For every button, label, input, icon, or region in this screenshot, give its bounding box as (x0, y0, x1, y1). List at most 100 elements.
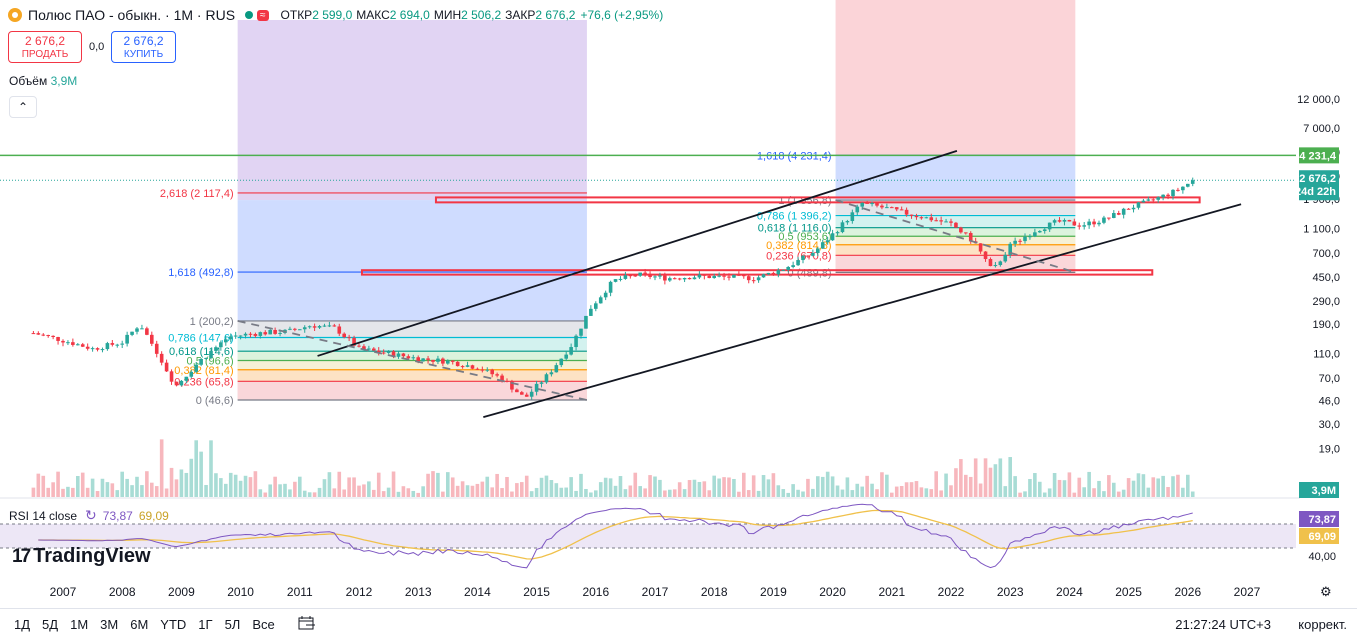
time-tick-label: 2013 (405, 585, 432, 599)
candle (460, 366, 465, 368)
volume-bar (401, 486, 406, 497)
candle (391, 351, 396, 357)
candle (411, 357, 416, 359)
fib-right-label: 0,786 (1 396,2) (757, 211, 832, 223)
volume-bar (115, 490, 120, 497)
volume-bar (485, 476, 490, 497)
volume-bar (954, 468, 958, 497)
candle (71, 342, 75, 345)
range-5d[interactable]: 5Д (42, 617, 59, 632)
range-6m[interactable]: 6М (130, 617, 149, 632)
volume-bar (520, 482, 524, 497)
candle (579, 328, 583, 336)
range-1y[interactable]: 1Г (198, 617, 213, 632)
chart-canvas[interactable]: 1,618 (492,8) 1 (200,2) 0,786 (147,6) 0,618… (0, 0, 1357, 608)
volume-bar (228, 472, 233, 497)
tradingview-logo[interactable]: 17 TradingView (12, 545, 151, 568)
candle (1023, 236, 1027, 242)
volume-bar (450, 477, 455, 497)
candle (1121, 208, 1126, 215)
candle (100, 349, 105, 351)
candle (90, 348, 95, 350)
fib-right-label: 0,618 (1 116,0) (758, 223, 832, 235)
volume-bar (751, 475, 756, 497)
range-ytd[interactable]: YTD (160, 617, 187, 632)
candle (332, 325, 337, 327)
volume-bar (46, 487, 50, 497)
volume-bar (707, 490, 712, 497)
buy-button[interactable]: 2 676,2 КУПИТЬ (111, 31, 176, 63)
volume-bars (31, 439, 1195, 497)
volume-bar (347, 477, 351, 497)
candle (594, 303, 598, 309)
candle (791, 265, 795, 267)
adjustment-toggle[interactable]: коррект. (1298, 617, 1347, 632)
volume-bar (283, 483, 287, 497)
candle (633, 275, 638, 277)
candle (1126, 208, 1131, 210)
candle (993, 265, 998, 267)
volume-bar (500, 488, 504, 497)
volume-bar (510, 491, 514, 497)
last-price-badge: 2 676,2 (1299, 173, 1336, 185)
range-all[interactable]: Все (252, 617, 275, 632)
fib-left-label: 2,618 (2 117,4) (160, 188, 234, 200)
volume-bar (993, 464, 998, 497)
rsi-line (38, 503, 1193, 569)
range-1d[interactable]: 1Д (14, 617, 31, 632)
volume-bar (1087, 471, 1091, 497)
volume-bar (337, 471, 342, 497)
candle (811, 252, 815, 256)
volume-bar (1181, 487, 1185, 497)
candle (761, 274, 766, 278)
range-3m[interactable]: 3М (100, 617, 119, 632)
candle (110, 343, 115, 345)
candle (885, 207, 889, 209)
candle (1102, 217, 1106, 223)
candle (115, 344, 120, 346)
clock-display[interactable]: 21:27:24 UTC+3 (1175, 617, 1271, 632)
candle (692, 277, 697, 280)
candle (712, 276, 716, 279)
volume-bar (717, 478, 721, 497)
candle (638, 272, 642, 276)
volume-bar (288, 489, 292, 497)
candle (1136, 202, 1141, 208)
volume-bar (490, 487, 494, 497)
volume-bar (61, 488, 65, 497)
volume-bar (219, 478, 223, 497)
volume-bar (875, 489, 879, 497)
sell-button[interactable]: 2 676,2 ПРОДАТЬ (8, 31, 82, 63)
range-5y[interactable]: 5Л (224, 617, 241, 632)
candle (845, 221, 850, 223)
symbol-title[interactable]: Полюс ПАО - обыкн. · 1М · RUS (28, 7, 236, 23)
volume-bar (1156, 478, 1160, 497)
volume-bar (594, 490, 598, 497)
candle (1033, 232, 1037, 237)
candle (1038, 231, 1042, 233)
candle (529, 391, 534, 397)
candle (732, 274, 736, 278)
fib-right-label: 0,382 (814,8) (766, 240, 831, 252)
volume-bar (480, 481, 485, 497)
fib-right-band (835, 236, 1076, 245)
range-1m[interactable]: 1М (70, 617, 89, 632)
calendar-range-icon[interactable] (297, 615, 317, 634)
fib-left-band (237, 360, 587, 370)
candle (238, 335, 243, 337)
settings-icon[interactable]: ⚙ (1320, 584, 1332, 599)
volume-bar (598, 482, 603, 497)
rsi-refresh-icon[interactable]: ↻ (85, 507, 97, 523)
volume-bar (446, 472, 450, 497)
volume-bar (1176, 474, 1180, 497)
candle (1156, 197, 1160, 200)
candle (801, 255, 805, 261)
candle (806, 255, 810, 257)
volume-bar (677, 482, 682, 497)
candle (682, 277, 687, 280)
collapse-legend-button[interactable]: ⌃ (9, 96, 37, 118)
candle (61, 340, 65, 343)
volume-bar (1018, 492, 1022, 497)
volume-bar (549, 480, 554, 497)
candle (441, 358, 445, 364)
